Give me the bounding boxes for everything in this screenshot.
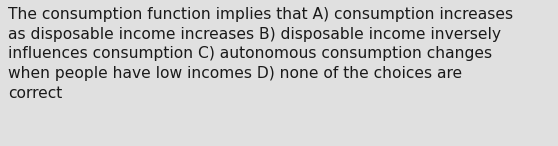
Text: The consumption function implies that A) consumption increases
as disposable inc: The consumption function implies that A)… (8, 7, 513, 101)
